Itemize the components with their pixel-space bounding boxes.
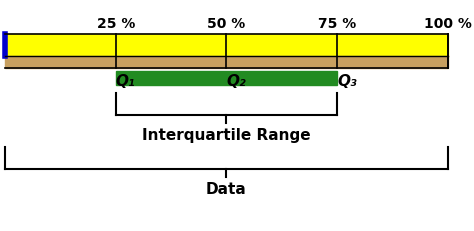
Text: 50 %: 50 %: [207, 17, 246, 31]
Text: 75 %: 75 %: [318, 17, 356, 31]
Text: Q₁: Q₁: [116, 74, 136, 89]
Bar: [5, 35, 448, 57]
Text: Data: Data: [206, 181, 247, 196]
Text: Q₃: Q₃: [337, 74, 357, 89]
Bar: [5, 57, 448, 69]
Text: 25 %: 25 %: [97, 17, 135, 31]
Bar: [116, 72, 337, 86]
Text: Q₂: Q₂: [227, 74, 246, 89]
Text: 100 %: 100 %: [424, 17, 472, 31]
Text: Interquartile Range: Interquartile Range: [142, 128, 311, 142]
